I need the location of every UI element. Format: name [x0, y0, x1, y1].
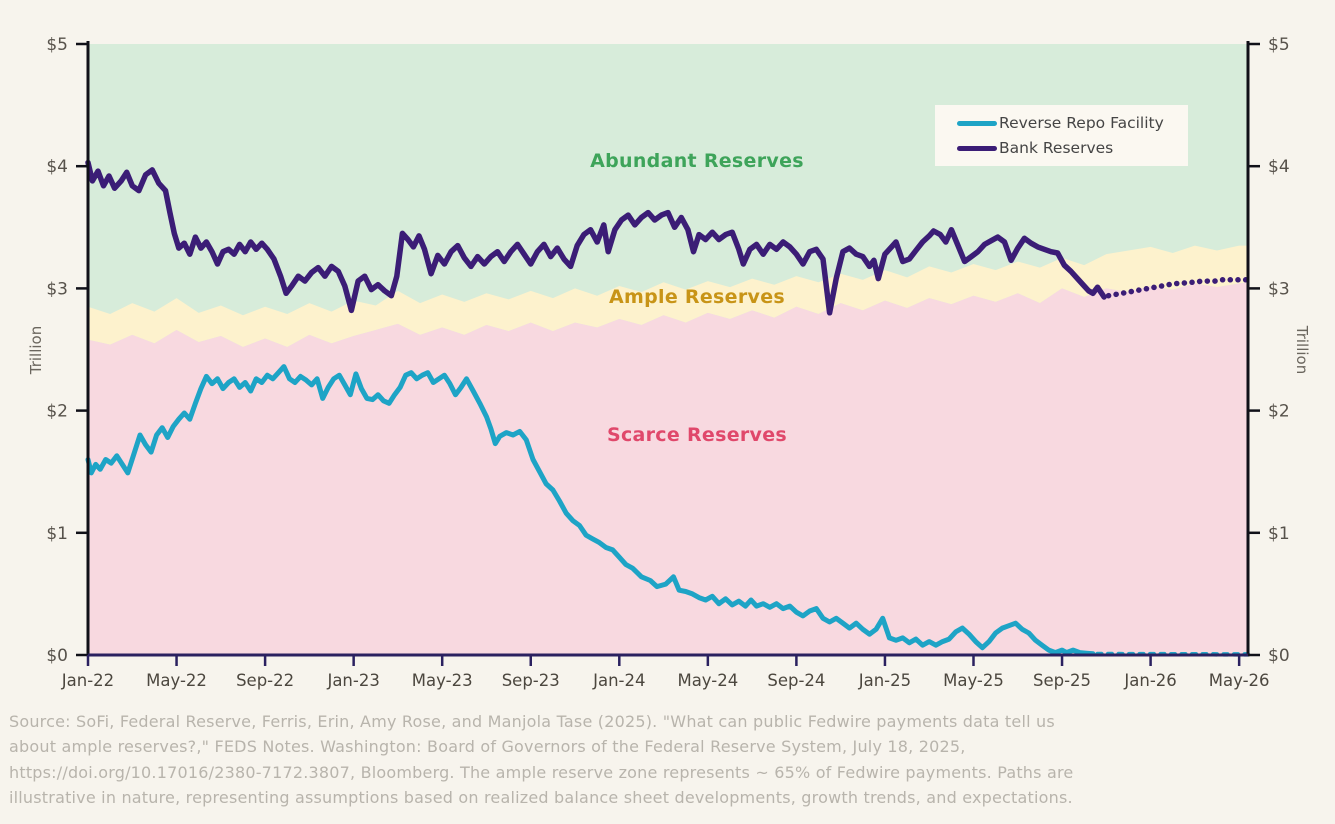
y-tick-label-right: $1 [1268, 524, 1290, 544]
legend-item-bank-reserves: Bank Reserves [957, 139, 1188, 157]
series-line-reverse-repo-facility [85, 364, 1096, 657]
x-tick-label: Sep-25 [1033, 671, 1091, 690]
x-tick-label: May-24 [677, 671, 738, 690]
legend-label-reverse-repo: Reverse Repo Facility [999, 114, 1164, 132]
zone-fill-ample [88, 245, 1248, 348]
series-line-bank-reserves [85, 159, 1107, 316]
x-tick-label: Jan-23 [326, 671, 379, 690]
legend-label-bank-reserves: Bank Reserves [999, 139, 1114, 157]
legend-item-reverse-repo: Reverse Repo Facility [957, 114, 1188, 132]
y-tick-label-right: $4 [1268, 157, 1290, 177]
zone-fill-scarce [88, 282, 1248, 655]
source-line: https://doi.org/10.17016/2380-7172.3807,… [9, 762, 1074, 782]
source-line: Source: SoFi, Federal Reserve, Ferris, E… [9, 712, 1055, 731]
x-tick-label: May-22 [146, 671, 207, 690]
y-tick-label-right: $5 [1268, 35, 1290, 55]
x-tick-label: Sep-22 [236, 671, 294, 690]
zone-label-abundant-reserves: Abundant Reserves [590, 150, 804, 172]
y-axis-title-right: Trillion [1293, 325, 1311, 375]
source-line: about ample reserves?," FEDS Notes. Wash… [9, 737, 966, 757]
y-tick-label-right: $0 [1268, 646, 1290, 666]
y-tick-label-left: $1 [46, 524, 68, 544]
x-tick-label: Jan-22 [61, 671, 114, 690]
source-line: illustrative in nature, representing ass… [9, 788, 1073, 808]
x-tick-label: Jan-25 [858, 671, 911, 690]
zone-label-ample-reserves: Ample Reserves [609, 286, 785, 308]
zone-label-scarce-reserves: Scarce Reserves [606, 424, 788, 446]
y-tick-label-left: $4 [46, 157, 68, 177]
x-tick-label: May-26 [1209, 671, 1270, 690]
y-axis-title-left: Trillion [27, 325, 45, 375]
x-tick-label: Sep-24 [767, 671, 825, 690]
y-tick-label-left: $5 [46, 35, 68, 55]
legend: Reverse Repo Facility Bank Reserves [935, 105, 1188, 166]
x-tick-label: May-25 [943, 671, 1004, 690]
legend-swatch-bank-reserves [957, 145, 997, 151]
x-tick-label: Jan-24 [592, 671, 645, 690]
y-tick-label-right: $2 [1268, 402, 1290, 422]
y-tick-label-left: $2 [46, 402, 68, 422]
x-tick-label: Jan-26 [1123, 671, 1176, 690]
y-tick-label-right: $3 [1268, 279, 1290, 299]
x-tick-label: Sep-23 [502, 671, 560, 690]
y-tick-label-left: $3 [46, 279, 68, 299]
source-attribution: Source: SoFi, Federal Reserve, Ferris, E… [9, 709, 1329, 811]
legend-swatch-reverse-repo [957, 120, 997, 126]
x-tick-label: May-23 [412, 671, 473, 690]
series-line-bank-reserves-illustrative-path- [1105, 277, 1251, 299]
y-tick-label-left: $0 [46, 646, 68, 666]
